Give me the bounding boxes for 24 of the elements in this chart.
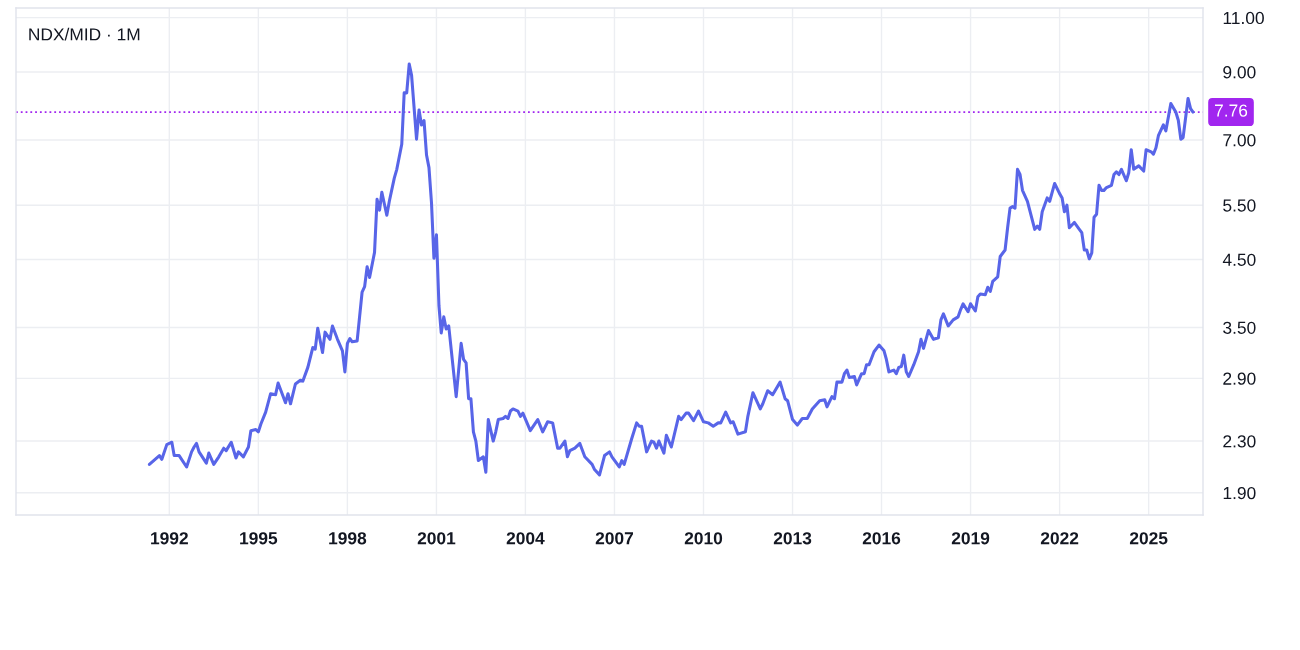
x-tick-label: 2016 xyxy=(862,532,901,545)
x-tick-label: 2007 xyxy=(595,532,634,545)
line-series xyxy=(147,62,1195,477)
x-tick-label: 1992 xyxy=(151,532,188,545)
text: NDX/MID · 1M xyxy=(29,27,140,41)
y-tick-label: 3.50 xyxy=(1223,321,1256,334)
x-tick-label: 2019 xyxy=(951,532,990,545)
y-tick-label: 5.50 xyxy=(1223,199,1256,212)
y-tick-label: 11.00 xyxy=(1223,11,1264,25)
x-tick-label: 2013 xyxy=(773,532,812,545)
x-tick-label: 2001 xyxy=(417,532,456,545)
y-tick-label: 7.00 xyxy=(1223,134,1256,147)
x-tick-label: 1995 xyxy=(240,532,278,545)
y-tick-label: 1.90 xyxy=(1223,486,1256,500)
x-tick-label: 2025 xyxy=(1129,532,1168,545)
y-tick-label: 2.90 xyxy=(1223,372,1256,385)
x-tick-label: 1998 xyxy=(329,532,367,545)
y-tick-label: 9.00 xyxy=(1223,66,1256,79)
x-tick-label: 2022 xyxy=(1040,532,1079,545)
y-tick-label: 2.30 xyxy=(1223,435,1256,448)
y-tick-label: 4.50 xyxy=(1222,253,1256,266)
x-tick-label: 2010 xyxy=(684,532,723,545)
ref-line-label: 7.76 xyxy=(1215,104,1248,117)
x-tick-label: 2004 xyxy=(506,532,545,545)
